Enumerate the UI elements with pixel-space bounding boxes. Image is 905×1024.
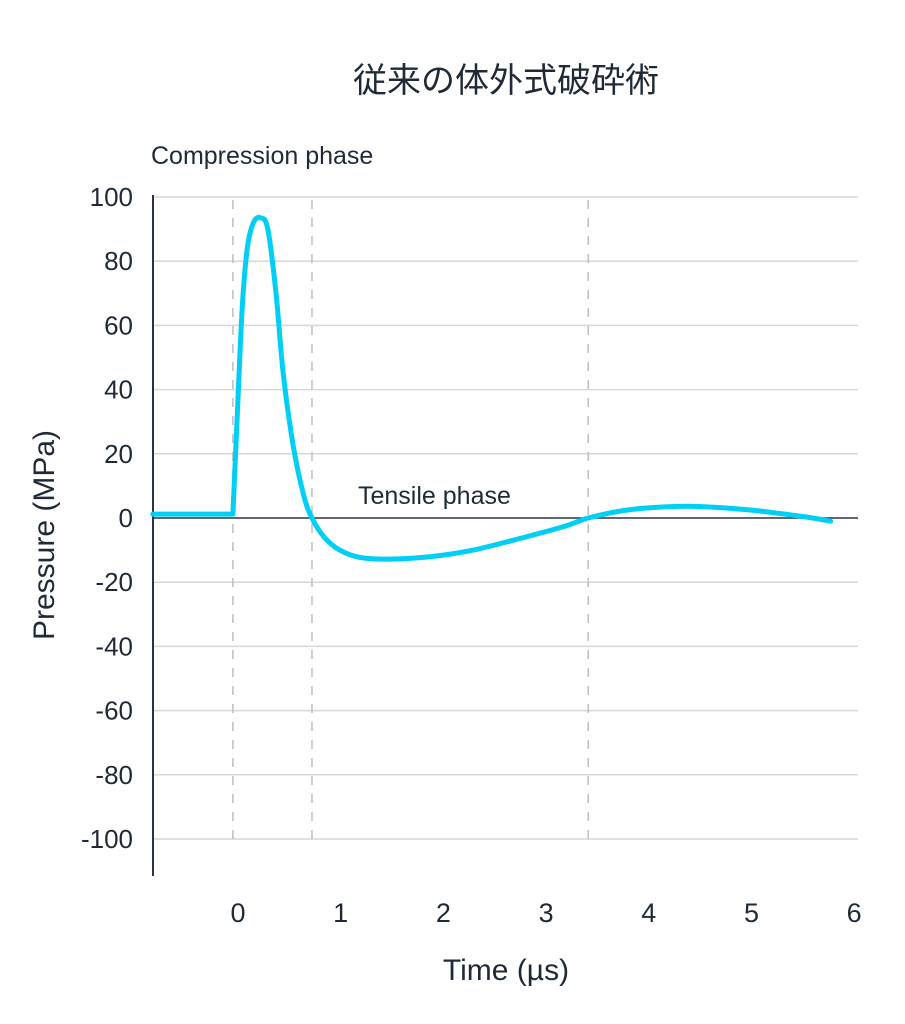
y-tick-label: -60: [95, 696, 133, 726]
y-tick-label: -20: [95, 567, 133, 597]
pressure-series-line: [150, 214, 834, 562]
x-tick-label: 6: [847, 898, 862, 928]
x-tick-label: 4: [641, 898, 656, 928]
y-tick-label: 60: [104, 310, 133, 340]
x-tick-label: 5: [744, 898, 759, 928]
x-tick-labels: 0 1 2 3 4 5 6: [230, 898, 861, 928]
y-tick-label: -40: [95, 631, 133, 661]
y-tick-label: -80: [95, 760, 133, 790]
x-tick-label: 1: [333, 898, 348, 928]
y-tick-label: 80: [104, 246, 133, 276]
x-tick-label: 0: [230, 898, 245, 928]
y-tick-label: -100: [81, 824, 133, 854]
y-axis-title: Pressure (MPa): [28, 430, 61, 640]
y-tick-label: 20: [104, 439, 133, 469]
x-tick-label: 3: [539, 898, 554, 928]
annotation-tensile-phase: Tensile phase: [358, 482, 511, 510]
x-axis-title: Time (µs): [443, 954, 569, 987]
annotation-compression-phase: Compression phase: [151, 142, 373, 170]
y-tick-label: 0: [119, 503, 133, 533]
y-tick-label: 100: [90, 182, 133, 212]
y-tick-labels: 100 80 60 40 20 0 -20 -40 -60 -80 -100: [81, 182, 133, 854]
chart-title: 従来の体外式破砕術: [353, 62, 659, 100]
phase-boundaries: [232, 200, 589, 846]
x-tick-label: 2: [436, 898, 451, 928]
y-tick-label: 40: [104, 375, 133, 405]
